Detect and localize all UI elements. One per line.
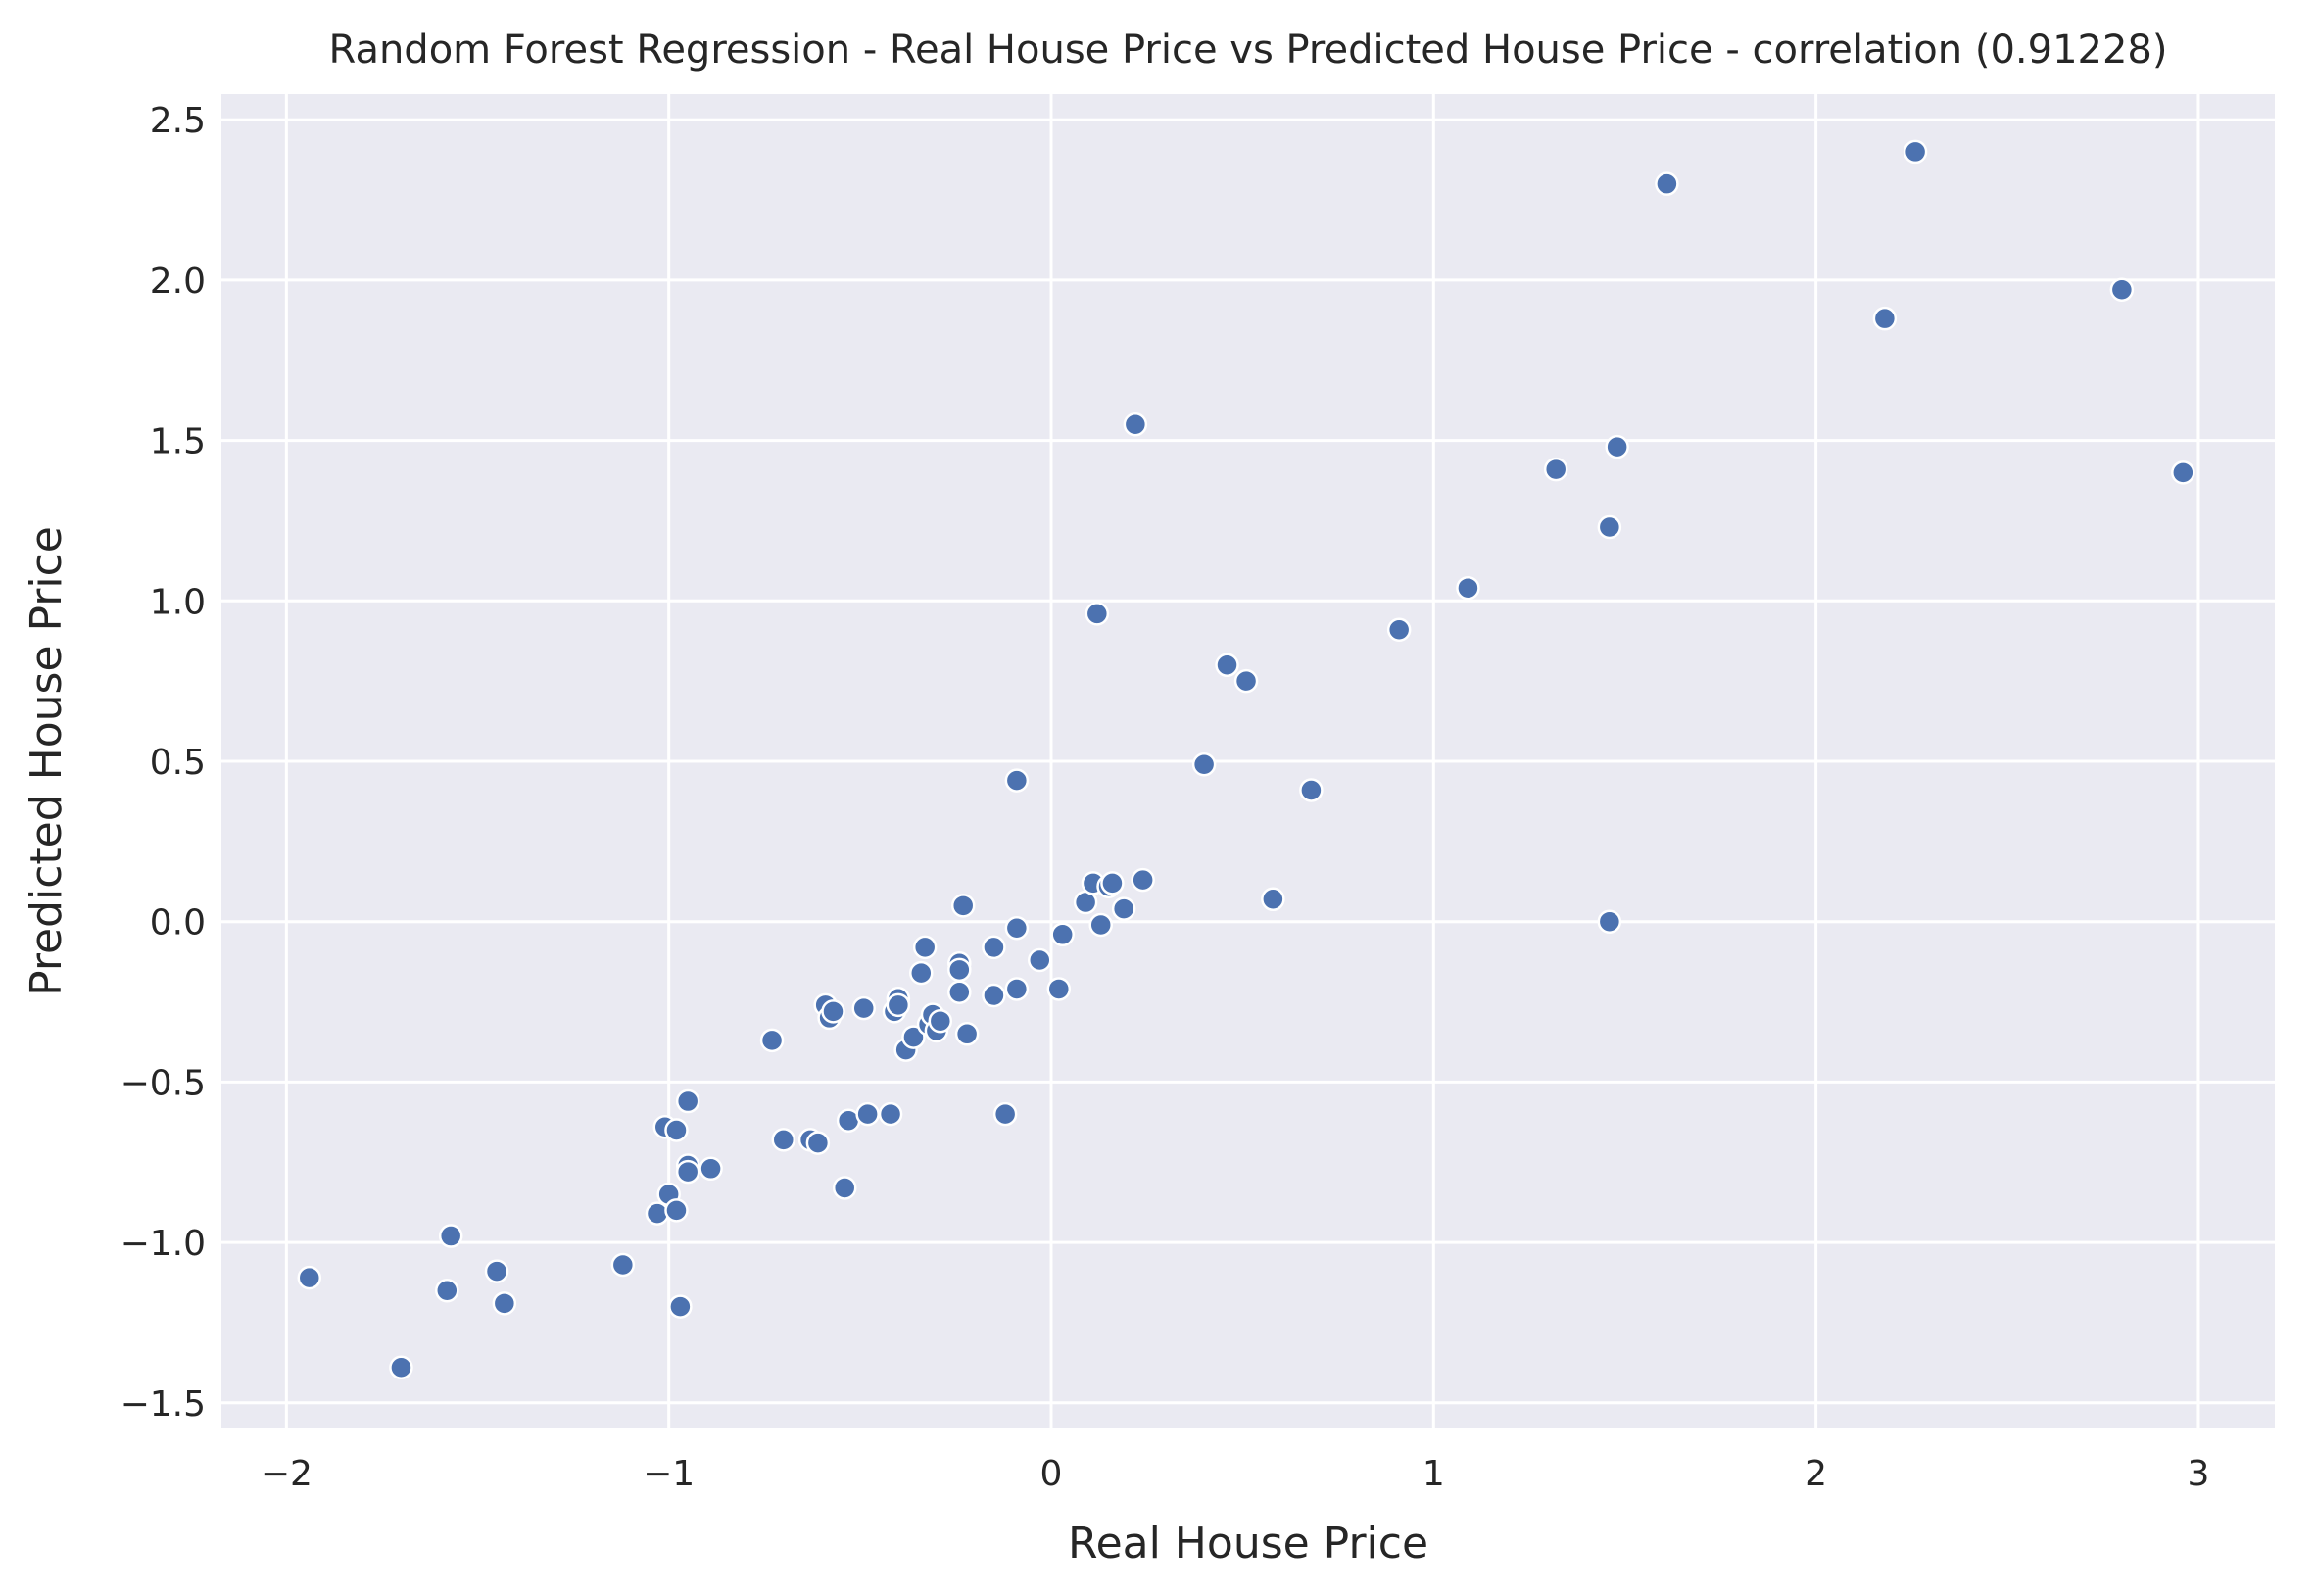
data-point	[886, 992, 911, 1018]
y-tick-label: −0.5	[121, 1063, 206, 1103]
data-point	[982, 983, 1006, 1008]
data-point	[675, 1159, 700, 1185]
y-tick-label: 2.0	[150, 262, 206, 302]
data-point	[2109, 277, 2135, 302]
data-point	[1597, 909, 1622, 934]
data-point	[759, 1028, 785, 1053]
data-point	[1655, 171, 1679, 196]
y-tick-label: 2.5	[150, 101, 206, 141]
x-tick-label: −2	[261, 1454, 313, 1494]
data-point	[1299, 778, 1324, 802]
data-point	[1131, 867, 1155, 893]
data-points	[297, 139, 2195, 1380]
data-point	[1261, 887, 1285, 912]
data-point	[1903, 139, 1928, 165]
data-point	[1028, 947, 1052, 973]
data-point	[851, 995, 876, 1021]
data-point	[484, 1259, 509, 1283]
data-point	[1123, 411, 1148, 437]
data-point	[1605, 434, 1629, 459]
y-tick-label: −1.5	[121, 1384, 206, 1425]
data-point	[832, 1176, 857, 1200]
x-tick-labels: −2 −1 0 1 2 3	[261, 1454, 2210, 1494]
x-tick-label: 3	[2187, 1454, 2209, 1494]
x-axis-label: Real House Price	[1068, 1519, 1428, 1569]
data-point	[389, 1355, 413, 1380]
data-point	[675, 1088, 700, 1114]
data-point	[878, 1101, 903, 1127]
data-point	[1088, 912, 1113, 938]
data-point	[492, 1291, 517, 1316]
grid-lines	[221, 94, 2275, 1428]
data-point	[664, 1198, 689, 1223]
data-point	[950, 894, 976, 918]
data-point	[954, 1022, 980, 1046]
data-point	[1386, 617, 1412, 643]
x-tick-label: −1	[643, 1454, 695, 1494]
x-tick-label: 0	[1040, 1454, 1063, 1494]
data-point	[821, 999, 845, 1024]
data-point	[1111, 896, 1136, 921]
data-point	[1215, 653, 1239, 678]
data-point	[1046, 977, 1072, 1001]
y-tick-labels: −1.5 −1.0 −0.5 0.0 0.5 1.0 1.5 2.0 2.5	[121, 101, 206, 1425]
x-tick-label: 1	[1422, 1454, 1445, 1494]
data-point	[1543, 457, 1568, 482]
y-tick-label: −1.0	[121, 1224, 206, 1264]
data-point	[982, 935, 1006, 960]
data-point	[771, 1128, 796, 1152]
data-point	[855, 1101, 880, 1127]
data-point	[699, 1156, 723, 1182]
data-point	[1872, 306, 1898, 331]
data-point	[1050, 922, 1075, 947]
data-point	[1004, 916, 1030, 941]
y-tick-label: 0.5	[150, 743, 206, 783]
data-point	[1597, 514, 1622, 540]
data-point	[1004, 768, 1030, 793]
data-point	[664, 1118, 689, 1142]
data-point	[928, 1008, 953, 1034]
data-point	[805, 1131, 831, 1155]
data-point	[901, 1025, 926, 1049]
data-point	[947, 957, 972, 983]
y-axis-label: Predicted House Price	[22, 526, 72, 996]
data-point	[645, 1201, 670, 1226]
data-point	[1004, 977, 1030, 1001]
data-point	[912, 935, 938, 960]
y-tick-label: 1.0	[150, 582, 206, 622]
data-point	[1233, 668, 1259, 694]
chart-title: Random Forest Regression - Real House Pr…	[329, 27, 2168, 73]
data-point	[947, 980, 972, 1004]
data-point	[1456, 575, 1480, 601]
data-point	[435, 1278, 459, 1303]
data-point	[909, 960, 934, 986]
data-point	[1100, 871, 1125, 895]
data-point	[1191, 752, 1217, 777]
y-tick-label: 0.0	[150, 903, 206, 943]
data-point	[992, 1101, 1018, 1127]
data-point	[438, 1224, 463, 1248]
data-point	[668, 1294, 693, 1319]
data-point	[297, 1265, 322, 1290]
data-point	[610, 1252, 636, 1278]
x-tick-label: 2	[1805, 1454, 1827, 1494]
data-point	[1085, 602, 1110, 626]
y-tick-label: 1.5	[150, 422, 206, 462]
data-point	[2171, 460, 2195, 485]
